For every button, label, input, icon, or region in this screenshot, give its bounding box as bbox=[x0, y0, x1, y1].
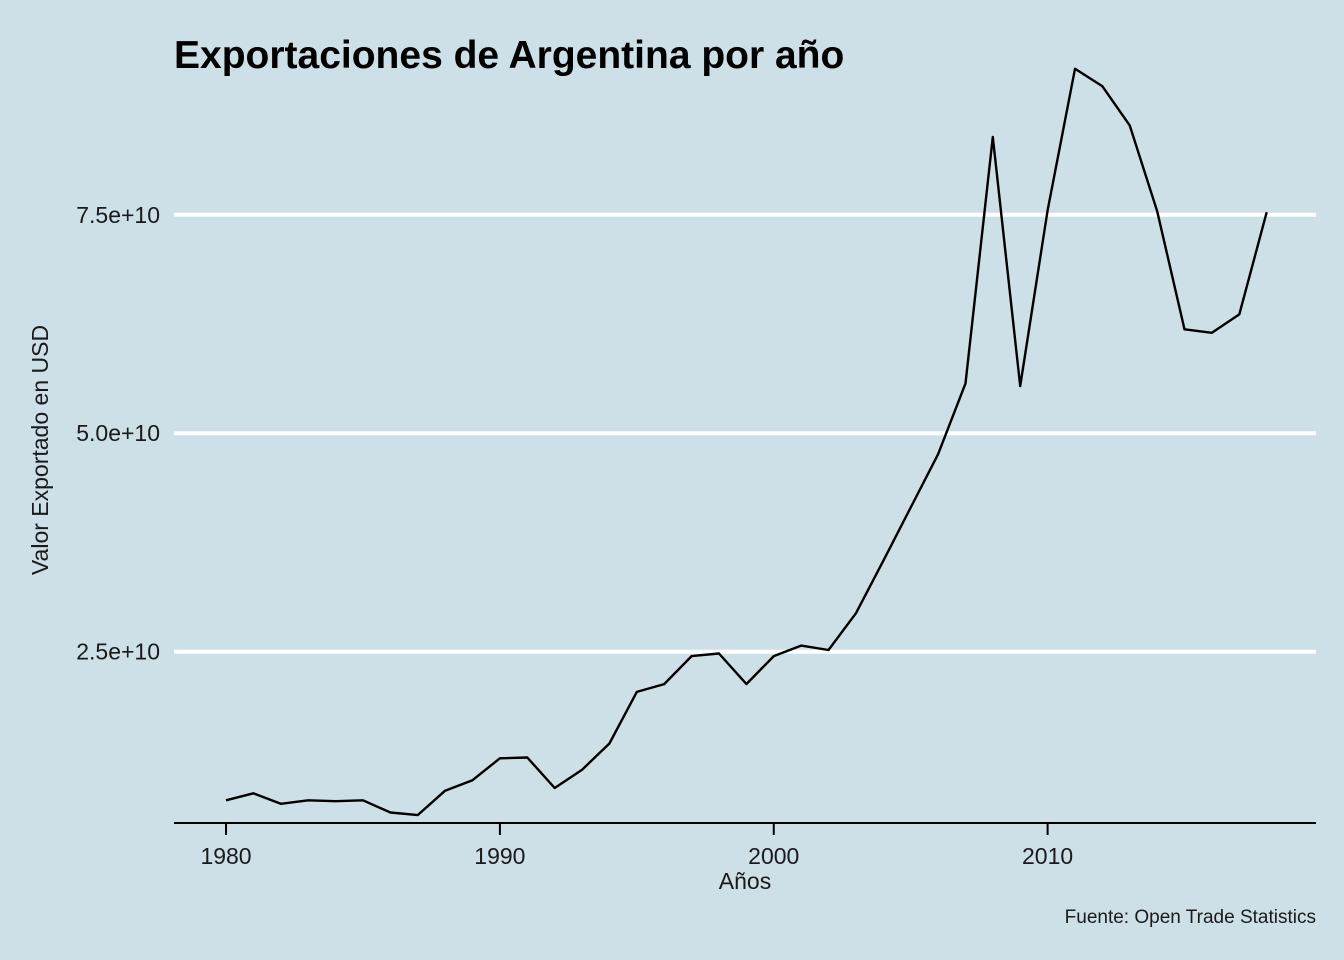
y-axis-title: Valor Exportado en USD bbox=[27, 325, 53, 575]
x-tick-label: 2000 bbox=[748, 843, 799, 869]
chart-title: Exportaciones de Argentina por año bbox=[174, 34, 844, 77]
x-tick-label: 1990 bbox=[474, 843, 525, 869]
y-tick-labels: 2.5e+10 5.0e+10 7.5e+10 bbox=[76, 202, 160, 665]
gridlines bbox=[174, 212, 1316, 654]
chart-caption: Fuente: Open Trade Statistics bbox=[1065, 907, 1316, 928]
x-tick-label: 1980 bbox=[200, 843, 251, 869]
series-line bbox=[225, 67, 1268, 817]
x-axis-title: Años bbox=[719, 868, 771, 894]
y-tick-label: 7.5e+10 bbox=[76, 202, 160, 228]
y-tick-label: 5.0e+10 bbox=[76, 420, 160, 446]
y-tick-label: 2.5e+10 bbox=[76, 639, 160, 665]
x-ticks: 1980 1990 2000 2010 bbox=[200, 823, 1073, 869]
x-tick-label: 2010 bbox=[1022, 843, 1073, 869]
